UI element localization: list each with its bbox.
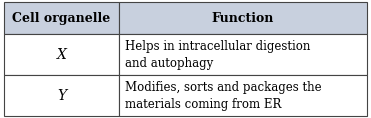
Text: Function: Function xyxy=(211,12,274,25)
Text: Cell organelle: Cell organelle xyxy=(12,12,111,25)
Text: Modifies, sorts and packages the
materials coming from ER: Modifies, sorts and packages the materia… xyxy=(125,80,322,111)
Bar xyxy=(118,75,367,116)
Text: Helps in intracellular digestion
and autophagy: Helps in intracellular digestion and aut… xyxy=(125,40,311,70)
Bar xyxy=(118,2,367,34)
Text: X: X xyxy=(56,48,66,62)
Bar xyxy=(118,34,367,75)
Bar xyxy=(4,34,118,75)
Bar xyxy=(4,2,118,34)
Text: Y: Y xyxy=(57,89,66,103)
Bar xyxy=(4,75,118,116)
